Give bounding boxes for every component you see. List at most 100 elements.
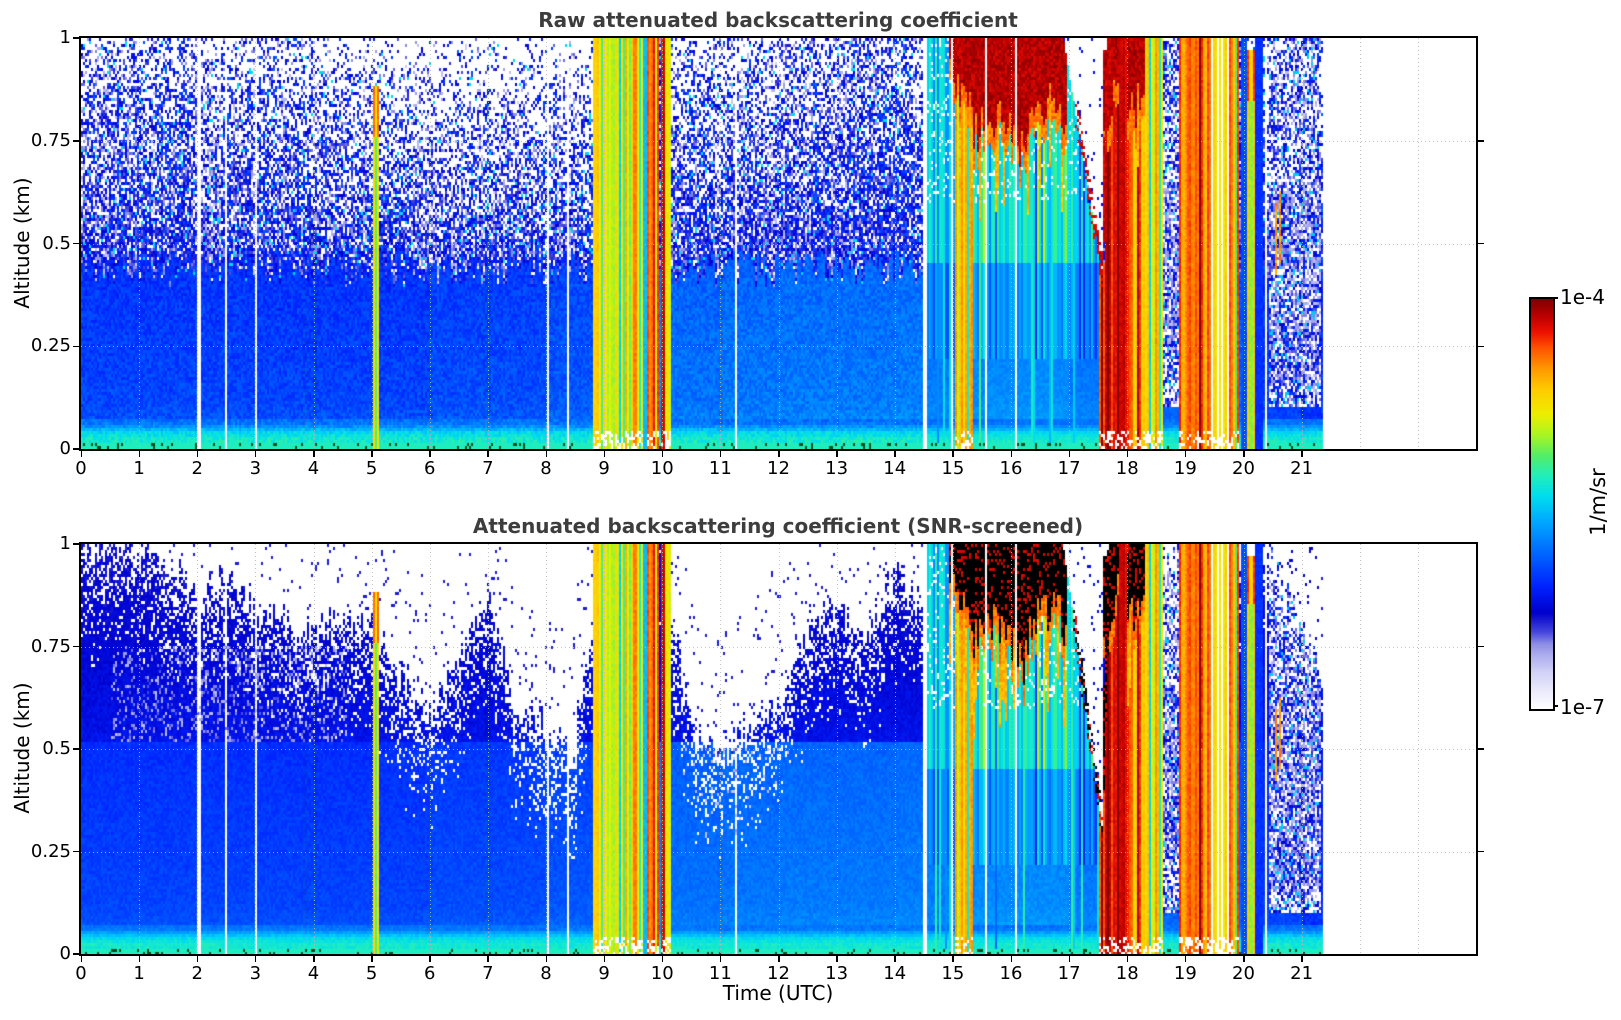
y-tick <box>73 850 79 853</box>
v-gridline <box>1185 544 1187 954</box>
v-gridline <box>894 38 896 449</box>
v-gridline <box>720 544 722 954</box>
x-tick-label: 2 <box>191 458 203 479</box>
raw-panel-title: Raw attenuated backscattering coefficien… <box>538 8 1018 32</box>
x-tick-label: 19 <box>1173 963 1197 984</box>
x-tick-label: 6 <box>424 963 436 984</box>
v-gridline <box>371 544 373 954</box>
x-tick <box>661 956 664 962</box>
colorbar-max-tick <box>1553 297 1558 299</box>
y-tick-label: 1 <box>59 533 71 554</box>
x-tick-label: 11 <box>708 963 732 984</box>
x-tick <box>778 451 780 457</box>
v-gridline <box>139 544 141 954</box>
y-tick <box>73 242 79 245</box>
x-tick <box>371 956 373 962</box>
v-gridline <box>1011 544 1012 954</box>
x-tick <box>836 451 838 457</box>
x-tick <box>196 956 199 962</box>
x-tick-label: 12 <box>767 963 790 984</box>
y-tick-label: 0.75 <box>30 635 71 657</box>
y-tick-right <box>1478 645 1484 648</box>
v-gridline <box>720 38 722 449</box>
x-tick-label: 20 <box>1232 458 1255 479</box>
v-gridline <box>313 544 315 954</box>
x-tick <box>196 451 199 457</box>
v-gridline <box>1359 38 1361 449</box>
v-gridline <box>952 544 954 954</box>
x-tick <box>313 956 315 962</box>
x-tick <box>894 956 896 962</box>
x-tick-label: 5 <box>365 963 378 984</box>
colorbar <box>1529 297 1555 711</box>
x-axis-label: Time (UTC) <box>722 981 834 1005</box>
x-tick <box>429 451 431 457</box>
x-tick <box>545 956 547 962</box>
y-tick-right <box>1478 345 1484 347</box>
y-tick <box>73 748 79 750</box>
x-tick-label: 15 <box>941 458 965 479</box>
x-tick <box>952 451 954 457</box>
x-tick <box>313 451 315 457</box>
v-gridline <box>371 38 373 449</box>
v-gridline <box>1011 38 1012 449</box>
x-tick <box>138 956 141 962</box>
v-gridline <box>836 544 838 954</box>
x-tick-label: 8 <box>540 458 552 479</box>
v-gridline <box>313 38 315 449</box>
x-tick-label: 1 <box>133 458 145 479</box>
v-gridline <box>1127 544 1129 954</box>
x-tick-label: 7 <box>482 963 494 984</box>
v-gridline <box>1243 544 1245 954</box>
v-gridline <box>546 38 547 449</box>
x-tick-label: 3 <box>249 458 262 479</box>
x-tick <box>1010 451 1012 457</box>
x-tick-label: 15 <box>941 963 965 984</box>
x-tick-label: 13 <box>825 963 849 984</box>
x-tick <box>1126 451 1129 457</box>
v-gridline <box>1185 38 1187 449</box>
v-gridline <box>662 38 664 449</box>
v-gridline <box>1243 38 1245 449</box>
y-tick-label: 0 <box>59 438 71 459</box>
x-tick <box>1126 956 1129 962</box>
x-tick <box>138 451 141 457</box>
screened-panel-title: Attenuated backscattering coefficient (S… <box>472 514 1084 538</box>
x-tick <box>836 956 838 962</box>
colorbar-unit-label: 1/m/sr <box>1586 468 1610 536</box>
x-tick <box>487 956 489 962</box>
v-gridline <box>1417 38 1419 449</box>
x-tick-label: 10 <box>650 458 674 479</box>
x-tick-label: 18 <box>1115 963 1139 984</box>
x-tick <box>1010 956 1012 962</box>
v-gridline <box>952 38 954 449</box>
y-tick <box>73 345 79 347</box>
v-gridline <box>1417 544 1419 954</box>
x-tick-label: 11 <box>708 458 732 479</box>
v-gridline <box>662 544 664 954</box>
y-tick-label: 0.25 <box>30 335 71 357</box>
x-tick-label: 17 <box>1057 458 1081 479</box>
x-tick-label: 5 <box>365 458 378 479</box>
v-gridline <box>894 544 896 954</box>
x-tick-label: 17 <box>1057 963 1081 984</box>
x-tick <box>80 451 82 457</box>
x-tick-label: 16 <box>999 963 1023 984</box>
y-tick-right <box>1478 140 1484 142</box>
y-tick-label: 0 <box>59 943 71 964</box>
y-tick <box>73 448 79 450</box>
v-gridline <box>139 38 141 449</box>
x-tick <box>429 956 431 962</box>
x-tick-label: 14 <box>883 963 907 984</box>
x-tick-label: 12 <box>767 458 790 479</box>
v-gridline <box>197 38 199 449</box>
x-tick-label: 18 <box>1115 458 1139 479</box>
x-tick-label: 1 <box>133 963 145 984</box>
y-tick-right <box>1478 748 1484 750</box>
x-tick <box>603 956 606 962</box>
x-tick <box>778 956 780 962</box>
x-tick <box>1068 451 1071 457</box>
v-gridline <box>429 38 431 449</box>
x-tick-label: 9 <box>598 458 610 479</box>
